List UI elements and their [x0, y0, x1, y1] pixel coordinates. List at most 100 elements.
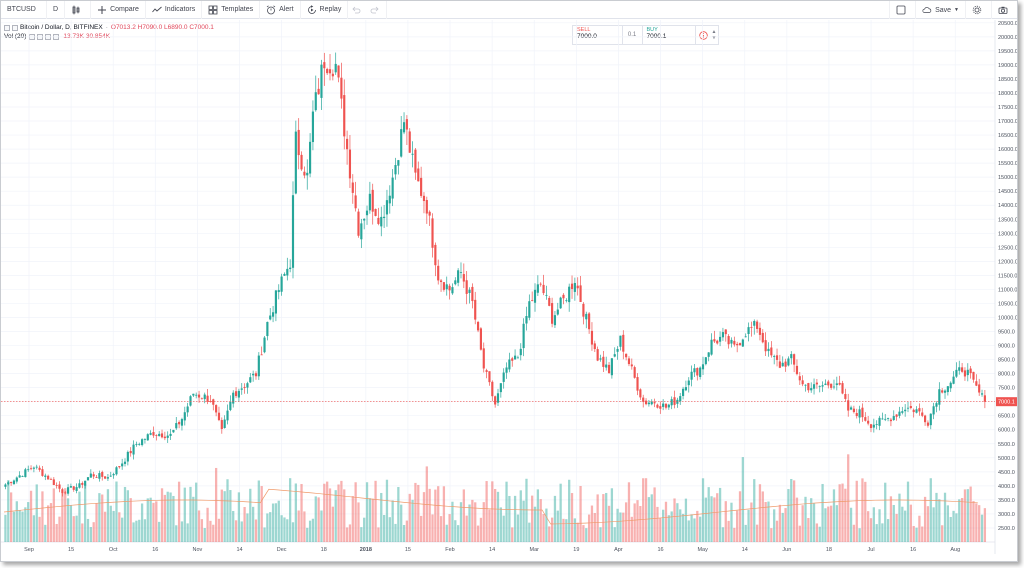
replay-button[interactable]: Replay	[301, 1, 349, 19]
legend-open: O7013.2	[110, 24, 136, 31]
candle-body	[126, 451, 129, 462]
candle-body	[21, 476, 24, 477]
volume-bar	[869, 518, 873, 542]
volume-bar	[593, 512, 596, 542]
volume-bar	[792, 480, 796, 542]
volume-bar	[146, 498, 149, 542]
volume-bar	[960, 497, 964, 542]
candle-body	[622, 334, 625, 352]
volume-bar	[374, 480, 377, 542]
candle-body	[869, 424, 873, 429]
volume-bar	[932, 507, 935, 542]
y-tick-label: 9000.0	[998, 344, 1015, 350]
candle-body	[482, 348, 485, 369]
volume-bar	[78, 491, 81, 542]
candle-body	[696, 368, 699, 376]
alert-button[interactable]: Alert	[260, 1, 301, 19]
volume-bar	[163, 494, 167, 542]
candle-body	[821, 385, 824, 387]
save-button[interactable]: Save ▼	[915, 1, 965, 19]
volume-bar	[405, 520, 409, 542]
x-tick-label: Mar	[529, 547, 539, 553]
candle-body	[7, 482, 10, 485]
candle-body	[849, 407, 853, 410]
candle-body	[864, 417, 867, 421]
candle-body	[832, 386, 836, 388]
legend-toggle-icon[interactable]	[4, 24, 10, 31]
volume-bar	[7, 480, 10, 542]
templates-label: Templates	[221, 6, 254, 13]
volume-bar	[644, 478, 648, 542]
volume-bar	[365, 482, 369, 542]
redo-button[interactable]	[367, 1, 388, 19]
volume-bar	[92, 522, 95, 542]
volume-bar	[479, 517, 483, 542]
legend-high: H7090.0	[137, 24, 163, 31]
candle-body	[924, 415, 927, 423]
candle-body	[562, 294, 565, 299]
candle-body	[935, 403, 938, 407]
chart-type-button[interactable]	[65, 1, 92, 19]
candle-body	[243, 386, 246, 388]
candle-body	[690, 371, 693, 380]
candle-body	[195, 394, 198, 396]
x-tick-label: 16	[910, 547, 916, 553]
snapshot-button[interactable]	[991, 1, 1017, 19]
symbol-search[interactable]: BTCUSD	[1, 1, 47, 19]
panel-arrows[interactable]: ▲ ▼	[710, 26, 718, 44]
volume-bar	[573, 518, 577, 542]
volume-bar	[972, 501, 975, 542]
volume-bar	[904, 510, 907, 542]
candle-body	[798, 376, 801, 381]
fullscreen-button[interactable]	[889, 1, 915, 19]
volume-bar	[738, 491, 742, 542]
volume-bar	[27, 502, 30, 542]
candle-body	[867, 420, 870, 424]
volume-bar	[109, 505, 112, 542]
candle-body	[178, 422, 181, 425]
volume-bar	[326, 481, 329, 542]
x-tick-label: 18	[321, 547, 327, 553]
undo-button[interactable]	[348, 1, 367, 19]
candle-body	[66, 487, 70, 494]
volume-bar	[585, 528, 588, 542]
volume-bar	[317, 497, 320, 542]
replay-icon	[307, 4, 317, 15]
price-chart[interactable]: 20500.0 20000.0 19500.0 19000.0 18500.0 18000…	[1, 20, 1017, 562]
candle-body	[417, 168, 420, 182]
volume-bar	[101, 494, 104, 542]
candle-body	[590, 330, 594, 345]
candle-body	[650, 401, 653, 405]
candle-body	[494, 396, 497, 405]
volume-bar	[251, 506, 255, 542]
volume-bar	[969, 486, 972, 542]
candle-body	[790, 354, 793, 359]
candle-body	[795, 365, 799, 375]
volume-bar	[610, 488, 614, 542]
quantity-value[interactable]: 0.1	[623, 26, 643, 44]
candle-body	[203, 394, 206, 400]
indicators-button[interactable]: Indicators	[146, 1, 203, 19]
volume-bar	[95, 503, 98, 542]
volume-bar	[303, 511, 306, 542]
legend-collapse-icon[interactable]	[12, 24, 18, 31]
volume-bar	[249, 488, 252, 542]
candle-body	[576, 285, 579, 289]
volume-bar	[898, 493, 901, 542]
candle-body	[966, 369, 969, 376]
candle-body	[86, 477, 90, 481]
candle-body	[234, 391, 238, 397]
templates-button[interactable]: Templates	[202, 1, 261, 19]
settings-button[interactable]	[965, 1, 991, 19]
candle-body	[707, 352, 710, 357]
candle-body	[274, 290, 277, 314]
candle-body	[163, 436, 166, 439]
candle-body	[269, 315, 272, 320]
candle-body	[457, 270, 460, 283]
compare-button[interactable]: Compare	[91, 1, 146, 19]
interval-button[interactable]: D	[47, 1, 66, 19]
candle-body	[331, 73, 334, 77]
candle-body	[471, 286, 474, 302]
candle-body	[206, 395, 209, 402]
candle-body	[667, 404, 670, 408]
